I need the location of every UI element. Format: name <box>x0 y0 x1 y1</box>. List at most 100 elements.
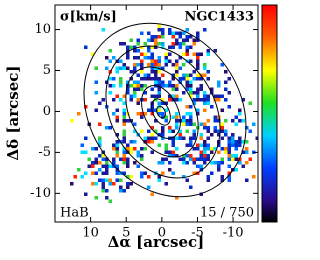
pixel <box>234 147 238 151</box>
pixel <box>154 80 158 84</box>
pixel <box>192 161 196 165</box>
pixel <box>98 168 102 172</box>
pixel <box>168 52 172 56</box>
pixel <box>119 59 123 63</box>
pixel <box>122 122 126 126</box>
pixel <box>84 105 88 109</box>
pixel <box>224 150 228 154</box>
pixel <box>108 49 112 53</box>
contour <box>83 22 247 198</box>
pixel <box>206 143 210 147</box>
pixel <box>213 49 217 53</box>
pixel <box>136 84 140 88</box>
pixel <box>126 66 130 70</box>
pixel <box>192 136 196 140</box>
pixel <box>168 126 172 130</box>
pixel <box>185 38 189 42</box>
pixel <box>73 175 77 179</box>
pixel <box>168 80 172 84</box>
pixel <box>199 133 203 137</box>
pixel <box>94 80 98 84</box>
pixel <box>157 24 161 28</box>
pixel <box>175 42 179 46</box>
pixel <box>126 161 130 165</box>
pixel <box>210 87 214 91</box>
pixel <box>140 154 144 158</box>
pixel <box>189 84 193 88</box>
pixel <box>248 129 252 133</box>
pixel <box>133 147 137 151</box>
pixel <box>206 147 210 151</box>
pixel <box>182 42 186 46</box>
pixel <box>196 108 200 112</box>
pixel <box>77 168 81 172</box>
pixel <box>133 70 137 74</box>
line-label: HaB <box>60 206 89 221</box>
pixel <box>185 87 189 91</box>
pixel <box>122 154 126 158</box>
pixel <box>175 94 179 98</box>
pixel <box>136 154 140 158</box>
pixel <box>133 122 137 126</box>
pixel <box>199 98 203 102</box>
pixel <box>126 45 130 49</box>
pixel <box>161 161 165 165</box>
pixel <box>171 87 175 91</box>
pixel <box>98 178 102 182</box>
pixel <box>119 84 123 88</box>
pixel <box>136 98 140 102</box>
pixel <box>164 59 168 63</box>
pixel <box>108 77 112 81</box>
pixel <box>203 98 207 102</box>
pixel <box>105 157 109 161</box>
pixel <box>101 178 105 182</box>
pixel <box>231 143 235 147</box>
pixel <box>164 119 168 123</box>
pixel <box>175 136 179 140</box>
pixel <box>126 182 130 186</box>
pixel <box>101 171 105 175</box>
pixel <box>157 84 161 88</box>
pixel <box>245 161 249 165</box>
pixel <box>196 147 200 151</box>
pixel <box>112 56 116 60</box>
pixel <box>185 105 189 109</box>
pixel <box>122 129 126 133</box>
pixel <box>154 77 158 81</box>
pixel <box>133 80 137 84</box>
pixel <box>126 143 130 147</box>
pixel <box>108 84 112 88</box>
pixel <box>168 59 172 63</box>
pixel <box>161 73 165 77</box>
pixel <box>91 52 95 56</box>
pixel <box>206 77 210 81</box>
pixel <box>206 101 210 105</box>
pixel <box>164 115 168 119</box>
pixel <box>241 150 245 154</box>
pixel <box>196 112 200 116</box>
pixel <box>178 45 182 49</box>
pixel <box>84 192 88 196</box>
pixel <box>241 140 245 144</box>
pixel <box>161 28 165 32</box>
pixel <box>105 196 109 200</box>
pixel <box>161 45 165 49</box>
pixel <box>231 136 235 140</box>
pixel <box>147 140 151 144</box>
pixel <box>182 73 186 77</box>
pixel <box>112 77 116 81</box>
pixel <box>105 168 109 172</box>
pixel <box>196 31 200 35</box>
pixel <box>140 157 144 161</box>
pixel <box>147 63 151 67</box>
pixel <box>245 140 249 144</box>
y-tick-label: 10 <box>34 22 51 37</box>
pixel <box>217 94 221 98</box>
pixel <box>108 91 112 95</box>
pixel <box>171 31 175 35</box>
pixel <box>192 77 196 81</box>
pixel <box>129 182 133 186</box>
x-tick-label: 0 <box>158 226 166 241</box>
pixel <box>213 94 217 98</box>
pixel <box>143 84 147 88</box>
